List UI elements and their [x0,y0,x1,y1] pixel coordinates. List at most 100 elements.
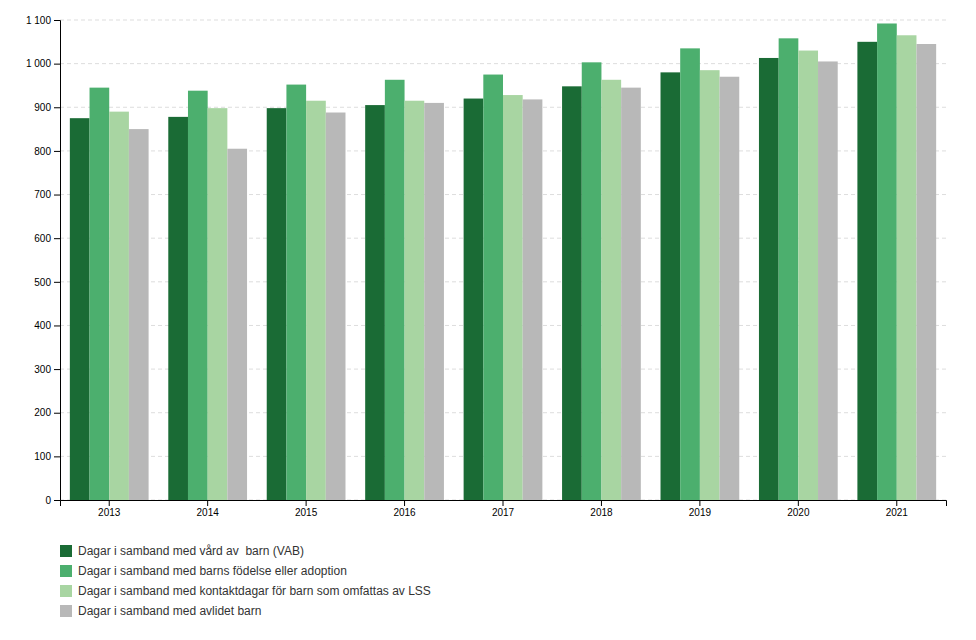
bar [227,149,247,500]
y-tick-mark [54,325,60,326]
plot-area: 0 100 200 300 400 500 600 700 800 900 1 000 1 100 20… [26,15,947,518]
bar [365,105,385,500]
grid-line [60,20,946,21]
legend-label: Dagar i samband med barns födelse eller … [78,564,347,578]
bar [916,44,936,500]
bar [877,23,897,500]
bar [601,80,621,500]
y-tick-mark [54,107,60,108]
x-tick: 2020 [787,500,810,518]
x-tick: 2016 [393,500,416,518]
bar [424,103,444,500]
bar [897,35,917,500]
y-tick: 700 [34,189,60,200]
y-tick-label: 100 [34,451,51,462]
y-axis: 0 100 200 300 400 500 600 700 800 900 1 000 1 100 [26,15,61,506]
y-tick: 100 [34,451,60,462]
y-tick-mark [54,456,60,457]
x-tick: 2015 [295,500,318,518]
bar-series [90,23,897,500]
y-tick-label: 1 100 [26,15,51,26]
y-tick-mark [54,151,60,152]
x-tick: 2019 [689,500,712,518]
legend: Dagar i samband med vård av barn (VAB) Da… [60,544,431,618]
x-tick-label: 2015 [295,507,318,518]
legend-item: Dagar i samband med vård av barn (VAB) [60,544,304,558]
y-tick-label: 0 [45,495,51,506]
bar [70,118,90,500]
bar [503,95,523,500]
x-tick-label: 2016 [393,507,416,518]
x-tick: 2018 [590,500,613,518]
bar [129,129,149,500]
bar [720,77,740,500]
x-tick-label: 2018 [590,507,613,518]
legend-label: Dagar i samband med avlidet barn [78,604,261,618]
x-tick: 2013 [98,500,121,518]
bar [109,112,129,500]
bar [759,58,779,500]
y-tick-label: 900 [34,102,51,113]
y-tick: 600 [34,233,60,244]
legend-item: Dagar i samband med kontaktdagar för bar… [60,584,431,598]
y-tick: 1 000 [26,58,60,69]
y-tick: 800 [34,146,60,157]
chart-container: 0 100 200 300 400 500 600 700 800 900 1 000 1 100 20… [0,0,976,640]
legend-swatch [60,585,72,597]
y-tick-mark [54,413,60,414]
y-tick-mark [54,369,60,370]
x-tick-mark [798,500,799,506]
bar [818,61,838,500]
legend-label: Dagar i samband med vård av barn (VAB) [78,544,304,558]
x-axis-line [61,501,947,507]
y-tick-mark [54,64,60,65]
x-tick-mark [207,500,208,506]
y-tick-mark [54,500,60,501]
bar [798,51,818,500]
y-tick: 300 [34,364,60,375]
x-tick-mark [306,500,307,506]
x-tick: 2021 [886,500,909,518]
bars [70,23,936,500]
bar [306,101,326,500]
bar-series [129,44,936,500]
bar [562,86,582,500]
bar [405,101,425,500]
x-tick-mark [699,500,700,506]
y-tick-label: 800 [34,146,51,157]
y-tick-label: 700 [34,189,51,200]
y-tick: 200 [34,407,60,418]
bar [680,48,700,500]
x-tick-label: 2017 [492,507,515,518]
y-tick-label: 200 [34,407,51,418]
x-tick-label: 2021 [886,507,909,518]
bar-series [109,35,916,500]
bar [582,62,602,500]
bar [523,99,543,500]
bar [385,80,405,500]
x-tick-label: 2014 [197,507,220,518]
bar [208,108,228,500]
bar [188,91,208,500]
y-tick-label: 500 [34,277,51,288]
y-tick-mark [54,238,60,239]
chart-svg: 0 100 200 300 400 500 600 700 800 900 1 000 1 100 20… [0,0,976,640]
bar [168,117,188,500]
legend-swatch [60,545,72,557]
x-tick-mark [896,500,897,506]
bar [90,88,110,500]
bar [483,75,503,500]
bar [464,99,484,500]
bar [326,113,346,500]
y-tick: 900 [34,102,60,113]
legend-label: Dagar i samband med kontaktdagar för bar… [78,584,431,598]
x-tick-mark [404,500,405,506]
y-tick: 400 [34,320,60,331]
bar [700,70,720,500]
bar [857,42,877,500]
y-tick: 1 100 [26,15,60,26]
bar [286,85,306,500]
legend-item: Dagar i samband med avlidet barn [60,604,261,618]
legend-swatch [60,605,72,617]
x-tick-label: 2013 [98,507,121,518]
